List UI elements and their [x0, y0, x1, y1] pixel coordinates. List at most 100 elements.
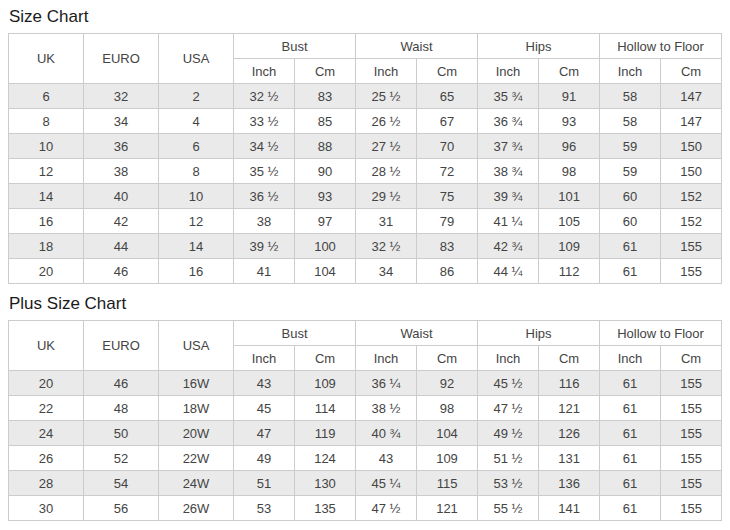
table-cell: 72	[417, 159, 478, 184]
plus-size-chart-table: UK EURO USA Bust Waist Hips Hollow to Fl…	[8, 320, 722, 521]
table-cell: 45 ½	[478, 371, 539, 396]
table-cell: 115	[417, 471, 478, 496]
table-cell: 58	[600, 84, 661, 109]
table-cell: 49	[234, 446, 295, 471]
table-cell: 47 ½	[356, 496, 417, 521]
table-cell: 34 ½	[234, 134, 295, 159]
plus-header-waist: Waist	[356, 321, 478, 346]
table-cell: 30	[9, 496, 84, 521]
table-cell: 8	[159, 159, 234, 184]
table-cell: 46	[84, 371, 159, 396]
table-cell: 8	[9, 109, 84, 134]
table-cell: 61	[600, 421, 661, 446]
table-cell: 35 ¾	[478, 84, 539, 109]
table-cell: 58	[600, 109, 661, 134]
plus-header-bust-cm: Cm	[295, 346, 356, 371]
table-cell: 42	[84, 209, 159, 234]
table-cell: 32	[84, 84, 159, 109]
table-cell: 36 ¼	[356, 371, 417, 396]
plus-header-bust: Bust	[234, 321, 356, 346]
header-hips-cm: Cm	[539, 59, 600, 84]
size-chart-title: Size Chart	[8, 0, 722, 33]
table-cell: 47 ½	[478, 396, 539, 421]
table-cell: 135	[295, 496, 356, 521]
table-cell: 43	[356, 446, 417, 471]
table-cell: 141	[539, 496, 600, 521]
table-cell: 155	[661, 259, 722, 284]
table-cell: 51 ½	[478, 446, 539, 471]
table-cell: 27 ½	[356, 134, 417, 159]
table-cell: 36 ¾	[478, 109, 539, 134]
table-cell: 36	[84, 134, 159, 159]
table-cell: 119	[295, 421, 356, 446]
table-row: 14401036 ½9329 ½7539 ¾10160152	[9, 184, 722, 209]
table-cell: 109	[539, 234, 600, 259]
table-cell: 155	[661, 496, 722, 521]
table-row: 18441439 ½10032 ½8342 ¾10961155	[9, 234, 722, 259]
table-cell: 26W	[159, 496, 234, 521]
table-cell: 61	[600, 471, 661, 496]
table-cell: 152	[661, 209, 722, 234]
plus-header-waist-cm: Cm	[417, 346, 478, 371]
table-cell: 65	[417, 84, 478, 109]
table-cell: 155	[661, 421, 722, 446]
header-group-row: UK EURO USA Bust Waist Hips Hollow to Fl…	[9, 34, 722, 59]
table-cell: 16	[9, 209, 84, 234]
table-cell: 56	[84, 496, 159, 521]
table-cell: 136	[539, 471, 600, 496]
table-cell: 109	[295, 371, 356, 396]
table-cell: 34	[84, 109, 159, 134]
table-cell: 79	[417, 209, 478, 234]
table-cell: 25 ½	[356, 84, 417, 109]
table-row: 305626W5313547 ½12155 ½14161155	[9, 496, 722, 521]
table-cell: 20	[9, 371, 84, 396]
table-cell: 52	[84, 446, 159, 471]
table-row: 1238835 ½9028 ½7238 ¾9859150	[9, 159, 722, 184]
header-euro: EURO	[84, 34, 159, 84]
table-cell: 155	[661, 471, 722, 496]
table-cell: 51	[234, 471, 295, 496]
table-cell: 155	[661, 396, 722, 421]
table-cell: 38	[84, 159, 159, 184]
table-cell: 4	[159, 109, 234, 134]
table-cell: 61	[600, 396, 661, 421]
table-cell: 31	[356, 209, 417, 234]
table-cell: 61	[600, 234, 661, 259]
plus-header-hollow-to-floor: Hollow to Floor	[600, 321, 722, 346]
plus-size-chart-header: UK EURO USA Bust Waist Hips Hollow to Fl…	[9, 321, 722, 371]
table-cell: 45	[234, 396, 295, 421]
header-bust: Bust	[234, 34, 356, 59]
plus-header-hollow-cm: Cm	[661, 346, 722, 371]
table-cell: 38 ¾	[478, 159, 539, 184]
table-cell: 90	[295, 159, 356, 184]
table-cell: 49 ½	[478, 421, 539, 446]
table-cell: 93	[295, 184, 356, 209]
table-cell: 112	[539, 259, 600, 284]
plus-header-hips: Hips	[478, 321, 600, 346]
table-cell: 97	[295, 209, 356, 234]
table-row: 834433 ½8526 ½6736 ¾9358147	[9, 109, 722, 134]
header-bust-inch: Inch	[234, 59, 295, 84]
table-cell: 126	[539, 421, 600, 446]
table-cell: 32 ½	[234, 84, 295, 109]
header-hips: Hips	[478, 34, 600, 59]
table-cell: 6	[159, 134, 234, 159]
header-bust-cm: Cm	[295, 59, 356, 84]
table-row: 285424W5113045 ¼11553 ½13661155	[9, 471, 722, 496]
table-cell: 12	[159, 209, 234, 234]
header-hollow-inch: Inch	[600, 59, 661, 84]
plus-size-chart-body: 204616W4310936 ¼9245 ½11661155224818W451…	[9, 371, 722, 521]
table-cell: 147	[661, 84, 722, 109]
table-cell: 42 ¾	[478, 234, 539, 259]
plus-header-waist-inch: Inch	[356, 346, 417, 371]
table-cell: 109	[417, 446, 478, 471]
table-cell: 155	[661, 371, 722, 396]
size-chart-header: UK EURO USA Bust Waist Hips Hollow to Fl…	[9, 34, 722, 84]
plus-size-chart-title: Plus Size Chart	[8, 284, 722, 320]
table-cell: 131	[539, 446, 600, 471]
table-cell: 93	[539, 109, 600, 134]
plus-header-uk: UK	[9, 321, 84, 371]
table-cell: 61	[600, 496, 661, 521]
table-row: 204616W4310936 ¼9245 ½11661155	[9, 371, 722, 396]
plus-header-hips-inch: Inch	[478, 346, 539, 371]
